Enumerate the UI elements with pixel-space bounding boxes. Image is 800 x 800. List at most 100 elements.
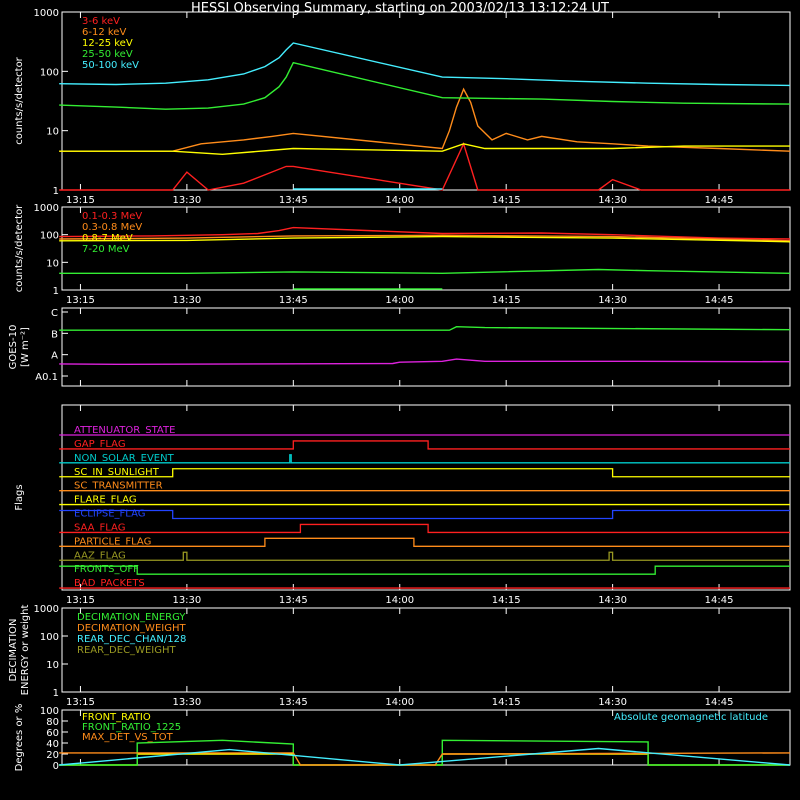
- y-tick-label: 1000: [34, 8, 59, 19]
- legend-entry: 6-12 keV: [82, 27, 126, 38]
- x-tick-label: 14:30: [598, 595, 627, 606]
- flag-label: GAP_FLAG: [74, 439, 126, 450]
- x-tick-label: 14:00: [385, 295, 414, 306]
- series-line-goes: [59, 358, 791, 365]
- y-tick-label: 1000: [34, 203, 59, 214]
- series-line-hi: [59, 268, 791, 275]
- y-axis-label: Flags: [14, 484, 25, 510]
- x-tick-label: 13:15: [66, 595, 95, 606]
- y-tick-label: 100: [40, 67, 59, 78]
- flag-label: FLARE_FLAG: [74, 495, 137, 506]
- series-line-ratio: [59, 752, 791, 766]
- legend-entry: 25-50 keV: [82, 49, 133, 60]
- series-line-goes: [59, 325, 791, 331]
- y-axis-label: Degrees or %: [14, 704, 25, 772]
- annotation-label: Absolute geomagnetic latitude: [614, 712, 768, 723]
- flag-label: BAD_PACKETS: [74, 578, 145, 589]
- x-tick-label: 13:45: [279, 595, 308, 606]
- series-line-ratio: [59, 747, 791, 766]
- x-tick-label: 13:30: [172, 595, 201, 606]
- series-line-hi: [59, 235, 791, 243]
- series-line-hi: [59, 234, 791, 242]
- y-axis-label: counts/s/detector: [14, 56, 25, 144]
- y-tick-label: 1: [53, 688, 59, 699]
- legend-entry: 50-100 keV: [82, 60, 139, 71]
- y-tick-label: 100: [40, 231, 59, 242]
- y-tick-label: 100: [40, 632, 59, 643]
- y-tick-label: C: [51, 308, 58, 319]
- x-tick-label: 14:00: [385, 195, 414, 206]
- flag-line: [59, 454, 790, 464]
- panel-frame-goes: [61, 307, 791, 387]
- x-tick-label: 14:45: [705, 295, 734, 306]
- flag-label: ECLIPSE_FLAG: [74, 509, 145, 520]
- flag-label: NON_SOLAR_EVENT: [74, 453, 175, 464]
- flag-label: SC_TRANSMITTER: [74, 481, 163, 492]
- x-tick-label: 13:15: [66, 295, 95, 306]
- y-tick-label: 40: [46, 739, 59, 750]
- legend-entry: 3-6 keV: [82, 16, 120, 27]
- x-tick-label: 13:45: [279, 195, 308, 206]
- x-tick-label: 14:45: [705, 697, 734, 708]
- x-tick-label: 14:00: [385, 697, 414, 708]
- x-tick-label: 14:30: [598, 295, 627, 306]
- x-tick-label: 14:30: [598, 697, 627, 708]
- y-tick-label: 20: [46, 750, 59, 761]
- x-tick-label: 14:00: [385, 595, 414, 606]
- x-tick-label: 14:15: [492, 697, 521, 708]
- legend-entry: REAR_DEC_CHAN/128: [77, 634, 186, 645]
- legend-entry: 0.1-0.3 MeV: [82, 211, 142, 222]
- panel-frame-hi: [61, 206, 791, 291]
- series-line-ratio: [59, 739, 790, 766]
- y-tick-label: 1000: [34, 604, 59, 615]
- series-line-lo: [59, 42, 791, 87]
- x-tick-label: 13:30: [172, 295, 201, 306]
- x-tick-label: 13:30: [172, 697, 201, 708]
- y-tick-label: 60: [46, 728, 59, 739]
- flag-label: SC_IN_SUNLIGHT: [74, 467, 160, 478]
- legend-entry: 7-20 MeV: [82, 244, 130, 255]
- legend-entry: 12-25 keV: [82, 38, 133, 49]
- series-line-lo: [59, 143, 790, 156]
- series-line-lo: [59, 141, 790, 191]
- y-axis-label: GOES-10: [8, 325, 19, 370]
- flag-line: [59, 523, 790, 534]
- x-tick-label: 13:15: [66, 697, 95, 708]
- flag-line: [59, 565, 790, 575]
- flag-line: [59, 440, 790, 450]
- x-tick-label: 14:45: [705, 195, 734, 206]
- legend-entry: FRONT_RATIO_1225: [82, 722, 181, 733]
- legend-entry: MAX_DET_VS_TOT: [82, 732, 174, 743]
- x-tick-label: 13:45: [279, 697, 308, 708]
- x-tick-label: 13:15: [66, 195, 95, 206]
- flag-label: PARTICLE_FLAG: [74, 536, 151, 547]
- legend-entry: 0.8-7 MeV: [82, 233, 133, 244]
- panel-frame-flags: [61, 404, 791, 591]
- y-axis-label: DECIMATION: [8, 618, 19, 681]
- y-tick-label: 10: [46, 660, 59, 671]
- flag-label: AAZ_FLAG: [74, 550, 126, 561]
- x-tick-label: 13:30: [172, 195, 201, 206]
- y-tick-label: 0: [53, 761, 59, 772]
- y-tick-label: 10: [46, 127, 59, 138]
- y-axis-label: counts/s/detector: [14, 204, 25, 292]
- y-tick-label: 10: [46, 258, 59, 269]
- flag-line: [59, 551, 790, 561]
- x-tick-label: 14:15: [492, 295, 521, 306]
- series-line-lo: [59, 61, 791, 110]
- series-line-hi: [59, 226, 791, 240]
- legend-entry: DECIMATION_WEIGHT: [77, 623, 186, 634]
- panel-frame-dec: [61, 607, 791, 693]
- flag-label: FRONTS_OFF: [74, 564, 139, 575]
- series-line-lo: [59, 87, 791, 152]
- flag-label: SAA_FLAG: [74, 522, 125, 533]
- y-tick-label: 80: [46, 717, 59, 728]
- y-tick-label: 1: [53, 186, 59, 197]
- legend-entry: 0.3-0.8 MeV: [82, 222, 142, 233]
- y-axis-label-2: ENERGY or weight: [20, 605, 31, 696]
- y-tick-label: A: [51, 351, 58, 362]
- x-tick-label: 13:45: [279, 295, 308, 306]
- x-tick-label: 14:15: [492, 595, 521, 606]
- flag-line: [59, 509, 790, 520]
